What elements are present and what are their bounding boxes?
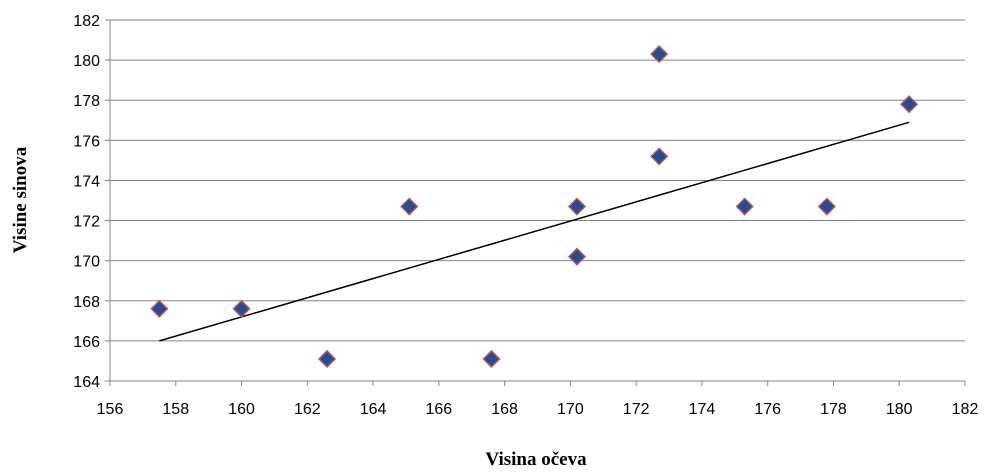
y-tick-label: 168: [73, 294, 100, 311]
data-point-marker: [317, 349, 337, 368]
data-point-marker: [650, 147, 669, 166]
x-tick-label: 172: [623, 401, 650, 418]
y-tick-label: 174: [73, 173, 100, 190]
y-tick-label: 178: [73, 93, 100, 110]
y-tick-label: 170: [73, 254, 100, 271]
x-tick-label: 176: [754, 401, 781, 418]
gridlines: [110, 19, 965, 342]
y-tick-label: 164: [73, 374, 100, 391]
data-point-marker: [650, 45, 669, 64]
y-tick-label: 180: [73, 53, 100, 70]
x-tick-label: 158: [162, 401, 189, 418]
x-tick-labels: 156 158 160 162 164 166 168 170 172 174 176 178 180 1…: [97, 401, 979, 418]
x-tick-label: 164: [360, 401, 387, 418]
data-point-marker: [817, 197, 836, 216]
data-point-marker: [482, 349, 501, 368]
data-point-marker: [232, 299, 251, 318]
y-tick-label: 182: [73, 13, 100, 30]
x-tick-label: 170: [557, 401, 584, 418]
x-tick-label: 174: [689, 401, 716, 418]
y-axis-title: Visine sinova: [10, 146, 31, 253]
y-tick-labels: 164 166 168 170 172 174 176 178 180 182: [73, 13, 100, 391]
data-point-marker: [900, 95, 919, 114]
x-tick-label: 166: [425, 401, 452, 418]
data-point-marker: [567, 197, 587, 216]
y-tick-label: 172: [73, 214, 100, 231]
x-tick-label: 180: [886, 401, 913, 418]
data-point-marker: [400, 197, 419, 216]
axes: [105, 19, 966, 386]
x-tick-label: 156: [97, 401, 124, 418]
trendline-group: [159, 121, 910, 342]
data-points: [150, 45, 919, 368]
data-point-marker: [150, 299, 169, 318]
x-tick-label: 182: [952, 401, 979, 418]
data-point-marker: [567, 247, 587, 266]
x-axis-title: Visina očeva: [485, 449, 587, 470]
y-tick-label: 166: [73, 334, 100, 351]
x-tick-label: 168: [491, 401, 518, 418]
y-tick-label: 176: [73, 133, 100, 150]
x-tick-label: 162: [294, 401, 321, 418]
x-tick-label: 160: [228, 401, 255, 418]
x-tick-label: 178: [820, 401, 847, 418]
trendline: [159, 121, 910, 342]
data-point-marker: [735, 197, 754, 216]
